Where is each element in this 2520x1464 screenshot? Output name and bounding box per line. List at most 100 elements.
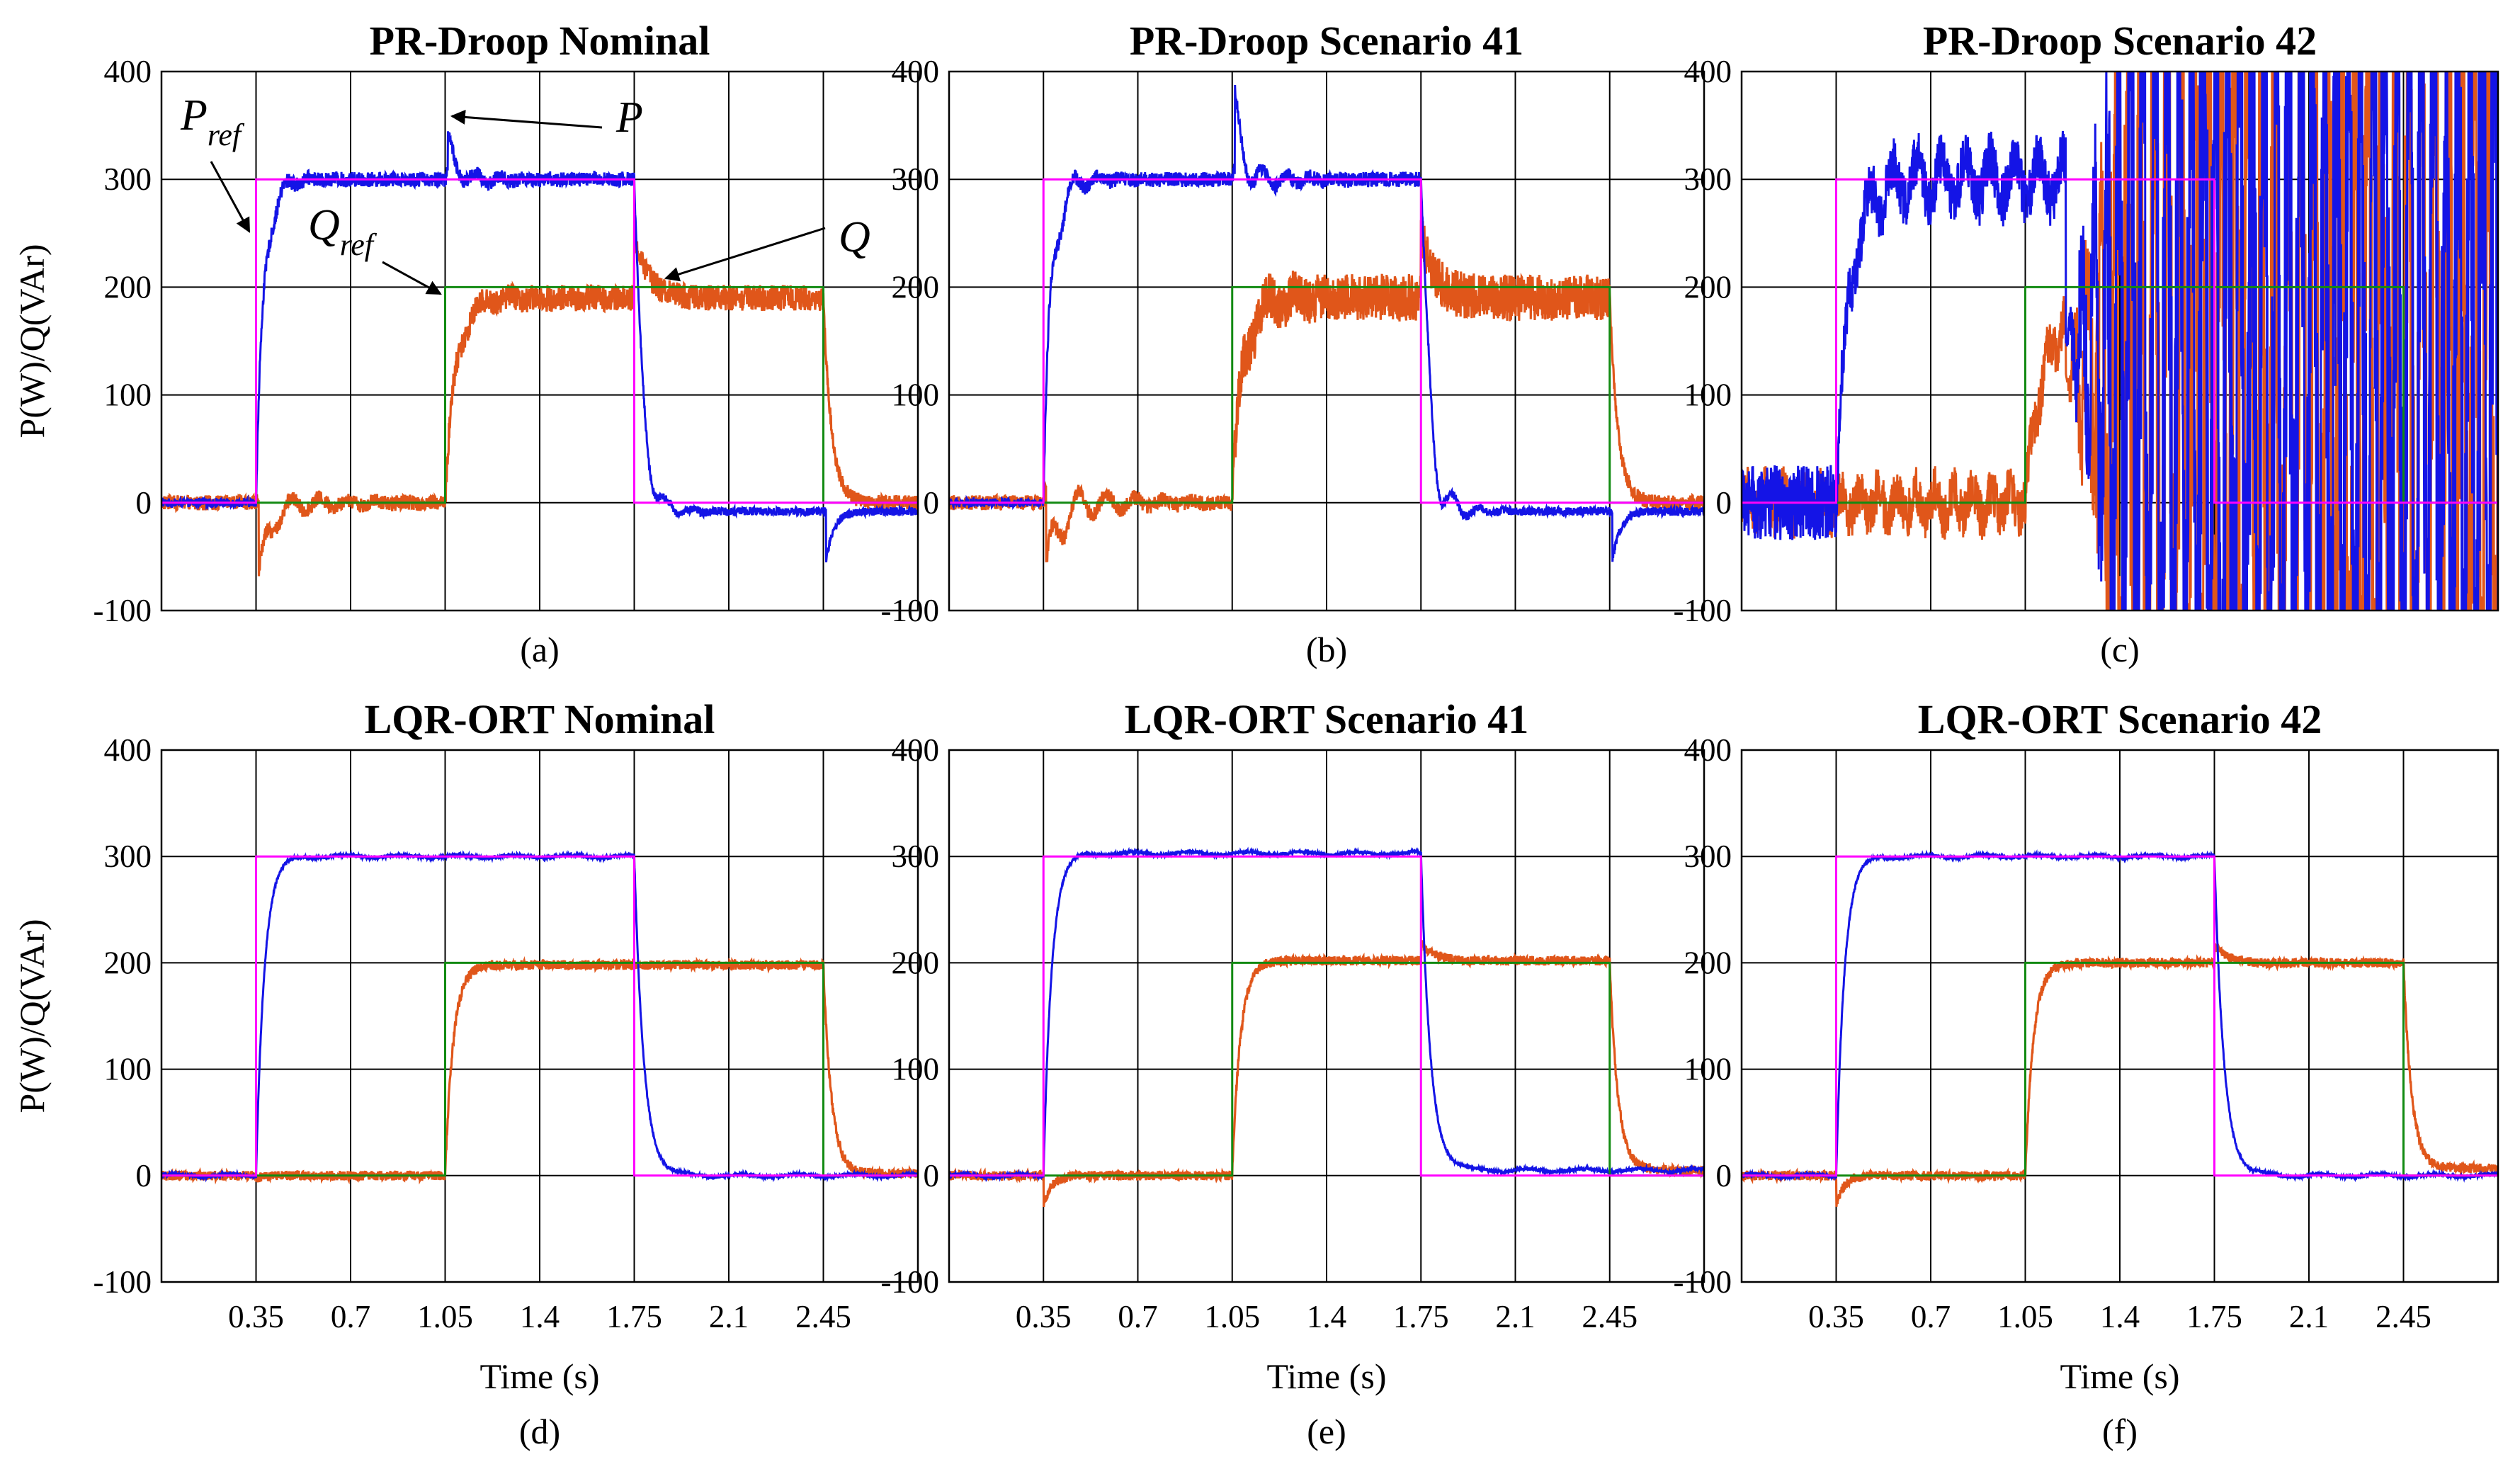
x-tick-label: 1.05: [1997, 1299, 2053, 1334]
x-tick-label: 0.35: [1016, 1299, 1072, 1334]
plot-area: [949, 84, 1704, 563]
chart-panel-c: -100 0 100 200 300 400 PR-Droop Scenario 42 (c): [1674, 18, 2499, 669]
y-tick-label: 300: [1684, 161, 1732, 197]
annotation-arrow: [664, 227, 826, 282]
panel-caption: (e): [1307, 1412, 1346, 1451]
y-tick-label: 400: [892, 732, 940, 768]
chart-title: PR-Droop Nominal: [370, 18, 710, 64]
y-tick-label: 0: [924, 1158, 940, 1193]
y-tick-label: 400: [892, 54, 940, 89]
series-q-line: [161, 222, 918, 577]
panel-caption: (b): [1306, 630, 1347, 669]
annotation-arrow: [450, 109, 603, 129]
x-tick-label: 1.05: [417, 1299, 473, 1334]
y-tick-label: 400: [1684, 54, 1732, 89]
series-pref-line: [161, 855, 918, 1177]
x-tick-label: 1.75: [1393, 1299, 1449, 1334]
y-tick-label: 100: [1684, 1052, 1732, 1087]
plot-area: [949, 846, 1704, 1208]
x-tick-label: 0.35: [228, 1299, 284, 1334]
y-tick-label: 0: [1716, 485, 1732, 521]
annotation-q: Q: [839, 213, 870, 261]
panel-caption: (c): [2100, 630, 2140, 669]
x-tick-label: 0.7: [1118, 1299, 1157, 1334]
y-tick-label: 200: [1684, 269, 1732, 305]
chart-panel-a: -100 0 100 200 300 400 PR-Droop Nominal P(W)/Q(…: [12, 18, 919, 669]
y-tick-label: 100: [892, 378, 940, 413]
x-tick-label: 1.4: [2100, 1299, 2140, 1334]
chart-panel-b: -100 0 100 200 300 400 PR-Droop Scenario 41 (b): [881, 18, 1705, 669]
panel-caption: (d): [519, 1412, 560, 1451]
y-tick-label: 0: [136, 485, 152, 521]
annotation-arrow: [210, 161, 251, 233]
plot-area: [161, 849, 918, 1185]
y-tick-label: 200: [104, 269, 152, 305]
plot-area: [1742, 72, 2498, 611]
series-pref-line: [949, 855, 1704, 1177]
y-tick-label: 200: [1684, 945, 1732, 980]
y-tick-label: 300: [892, 839, 940, 874]
x-tick-label: 1.75: [606, 1299, 662, 1334]
annotations: Pref Qref P Q: [180, 91, 870, 295]
y-tick-label: 300: [892, 161, 940, 197]
axes-frame: [160, 749, 919, 1283]
y-tick-label: 200: [892, 269, 940, 305]
y-tick-label: 100: [104, 1052, 152, 1087]
axes-frame: [160, 70, 919, 612]
annotation-q-ref: Qref: [308, 201, 378, 262]
x-tick-label: 0.7: [331, 1299, 370, 1334]
x-axis-label: Time (s): [1266, 1356, 1386, 1396]
y-tick-label: -100: [93, 593, 152, 628]
y-tick-label: 300: [1684, 839, 1732, 874]
panel-caption: (a): [520, 630, 560, 669]
y-tick-label: 400: [104, 54, 152, 89]
y-axis-label: P(W)/Q(VAr): [12, 244, 52, 438]
series-pref-line: [161, 178, 918, 504]
x-tick-label: 2.45: [1582, 1299, 1638, 1334]
series-pref-line: [1742, 855, 2498, 1177]
y-tick-label: -100: [1674, 1264, 1732, 1300]
annotation-arrow: [382, 261, 442, 295]
annotation-p: P: [615, 93, 643, 142]
chart-panel-f: -100 0 100 200 300 400 0.35 0.7 1.05 1.4 1.75 2.1 2.…: [1674, 696, 2499, 1451]
y-tick-label: 300: [104, 839, 152, 874]
y-tick-label: 400: [1684, 732, 1732, 768]
y-tick-label: 0: [924, 485, 940, 521]
annotation-p-ref: Pref: [180, 91, 245, 152]
y-axis-label: P(W)/Q(VAr): [12, 919, 52, 1113]
series-pref-line: [1742, 178, 2498, 504]
chart-title: PR-Droop Scenario 41: [1130, 18, 1523, 64]
series-pref-line: [949, 178, 1704, 504]
y-tick-label: 100: [104, 378, 152, 413]
plot-area: [1742, 849, 2498, 1207]
series-q-line: [1742, 72, 2498, 611]
axes-frame: [1740, 749, 2499, 1283]
y-tick-label: 300: [104, 161, 152, 197]
x-tick-label: 2.1: [2289, 1299, 2329, 1334]
series-p-line: [949, 846, 1704, 1183]
panel-caption: (f): [2102, 1412, 2138, 1451]
y-tick-label: -100: [881, 593, 940, 628]
x-tick-label: 1.4: [1307, 1299, 1346, 1334]
x-axis-label: Time (s): [2060, 1356, 2179, 1396]
y-tick-label: -100: [93, 1264, 152, 1300]
x-tick-label: 2.1: [1495, 1299, 1535, 1334]
x-tick-label: 1.05: [1204, 1299, 1260, 1334]
axes-frame: [1740, 70, 2499, 612]
series-p-line: [1742, 72, 2498, 611]
y-tick-label: 100: [892, 1052, 940, 1087]
series-p-line: [949, 84, 1704, 562]
y-tick-label: -100: [881, 1264, 940, 1300]
y-tick-label: -100: [1674, 593, 1732, 628]
plot-area: [161, 131, 918, 577]
y-tick-label: 0: [136, 1158, 152, 1193]
chart-title: PR-Droop Scenario 42: [1923, 18, 2317, 64]
x-tick-label: 1.4: [520, 1299, 560, 1334]
x-tick-label: 0.7: [1911, 1299, 1951, 1334]
x-tick-label: 2.1: [709, 1299, 749, 1334]
y-tick-label: 400: [104, 732, 152, 768]
chart-panel-d: -100 0 100 200 300 400 0.35 0.7 1.05 1.4 1.75 2.1 2.…: [12, 696, 919, 1451]
y-tick-label: 200: [892, 945, 940, 980]
chart-title: LQR-ORT Nominal: [365, 696, 715, 742]
